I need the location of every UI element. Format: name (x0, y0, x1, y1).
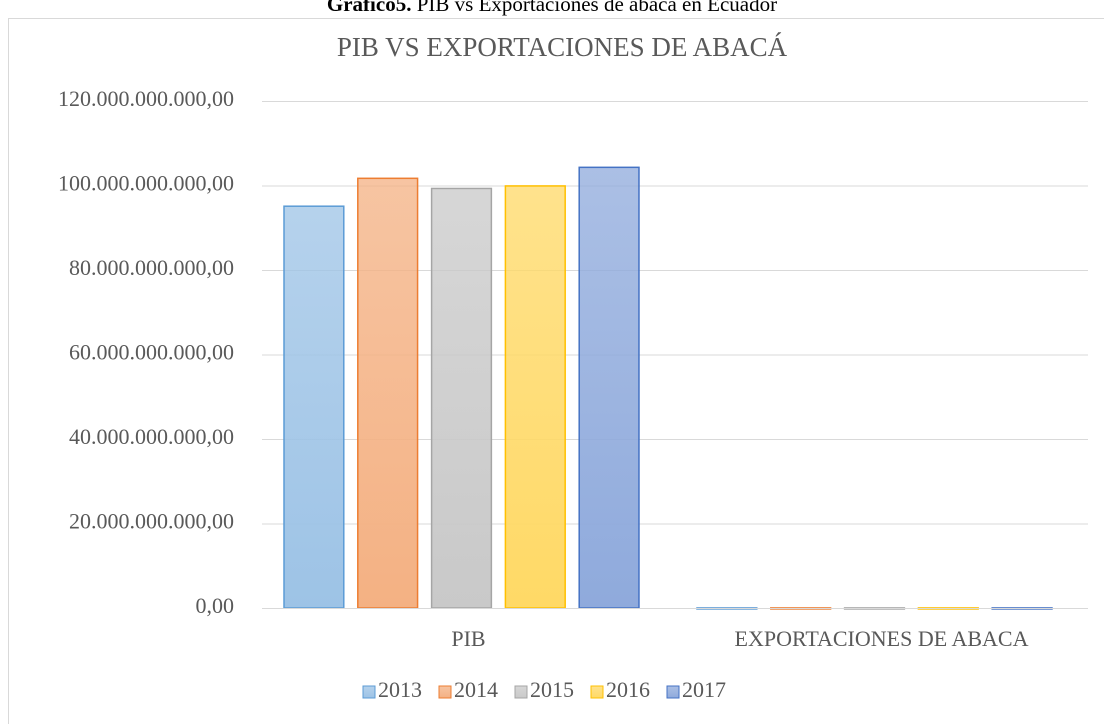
caption: Gráfico5. PIB vs Exportaciones de abacá … (327, 0, 777, 16)
caption-text: PIB vs Exportaciones de abacá en Ecuador (417, 0, 777, 16)
legend-swatch (666, 685, 680, 699)
legend-swatch (362, 685, 376, 699)
y-tick-label: 40.000.000.000,00 (69, 424, 234, 449)
legend-swatch (514, 685, 528, 699)
caption-label: Gráfico5. (327, 0, 412, 16)
legend-label: 2013 (378, 677, 422, 702)
legend-label: 2015 (530, 677, 574, 702)
bar (504, 185, 566, 609)
bar (578, 166, 640, 609)
legend-label: 2017 (682, 677, 726, 702)
y-tick-label: 120.000.000.000,00 (58, 86, 234, 111)
bar (430, 187, 493, 609)
legend-swatch (438, 685, 452, 699)
y-tick-label: 60.000.000.000,00 (69, 340, 234, 365)
legend-swatch (590, 685, 604, 699)
y-tick-label: 80.000.000.000,00 (69, 255, 234, 280)
y-tick-label: 0,00 (196, 593, 235, 618)
x-tick-label: PIB (451, 626, 485, 651)
y-tick-label: 20.000.000.000,00 (69, 509, 234, 534)
bar (283, 205, 345, 609)
bar (357, 177, 419, 609)
chart-title: PIB VS EXPORTACIONES DE ABACÁ (337, 32, 788, 62)
legend-label: 2016 (606, 677, 650, 702)
x-tick-label: EXPORTACIONES DE ABACA (735, 626, 1029, 651)
legend-label: 2014 (454, 677, 498, 702)
y-tick-label: 100.000.000.000,00 (58, 171, 234, 196)
